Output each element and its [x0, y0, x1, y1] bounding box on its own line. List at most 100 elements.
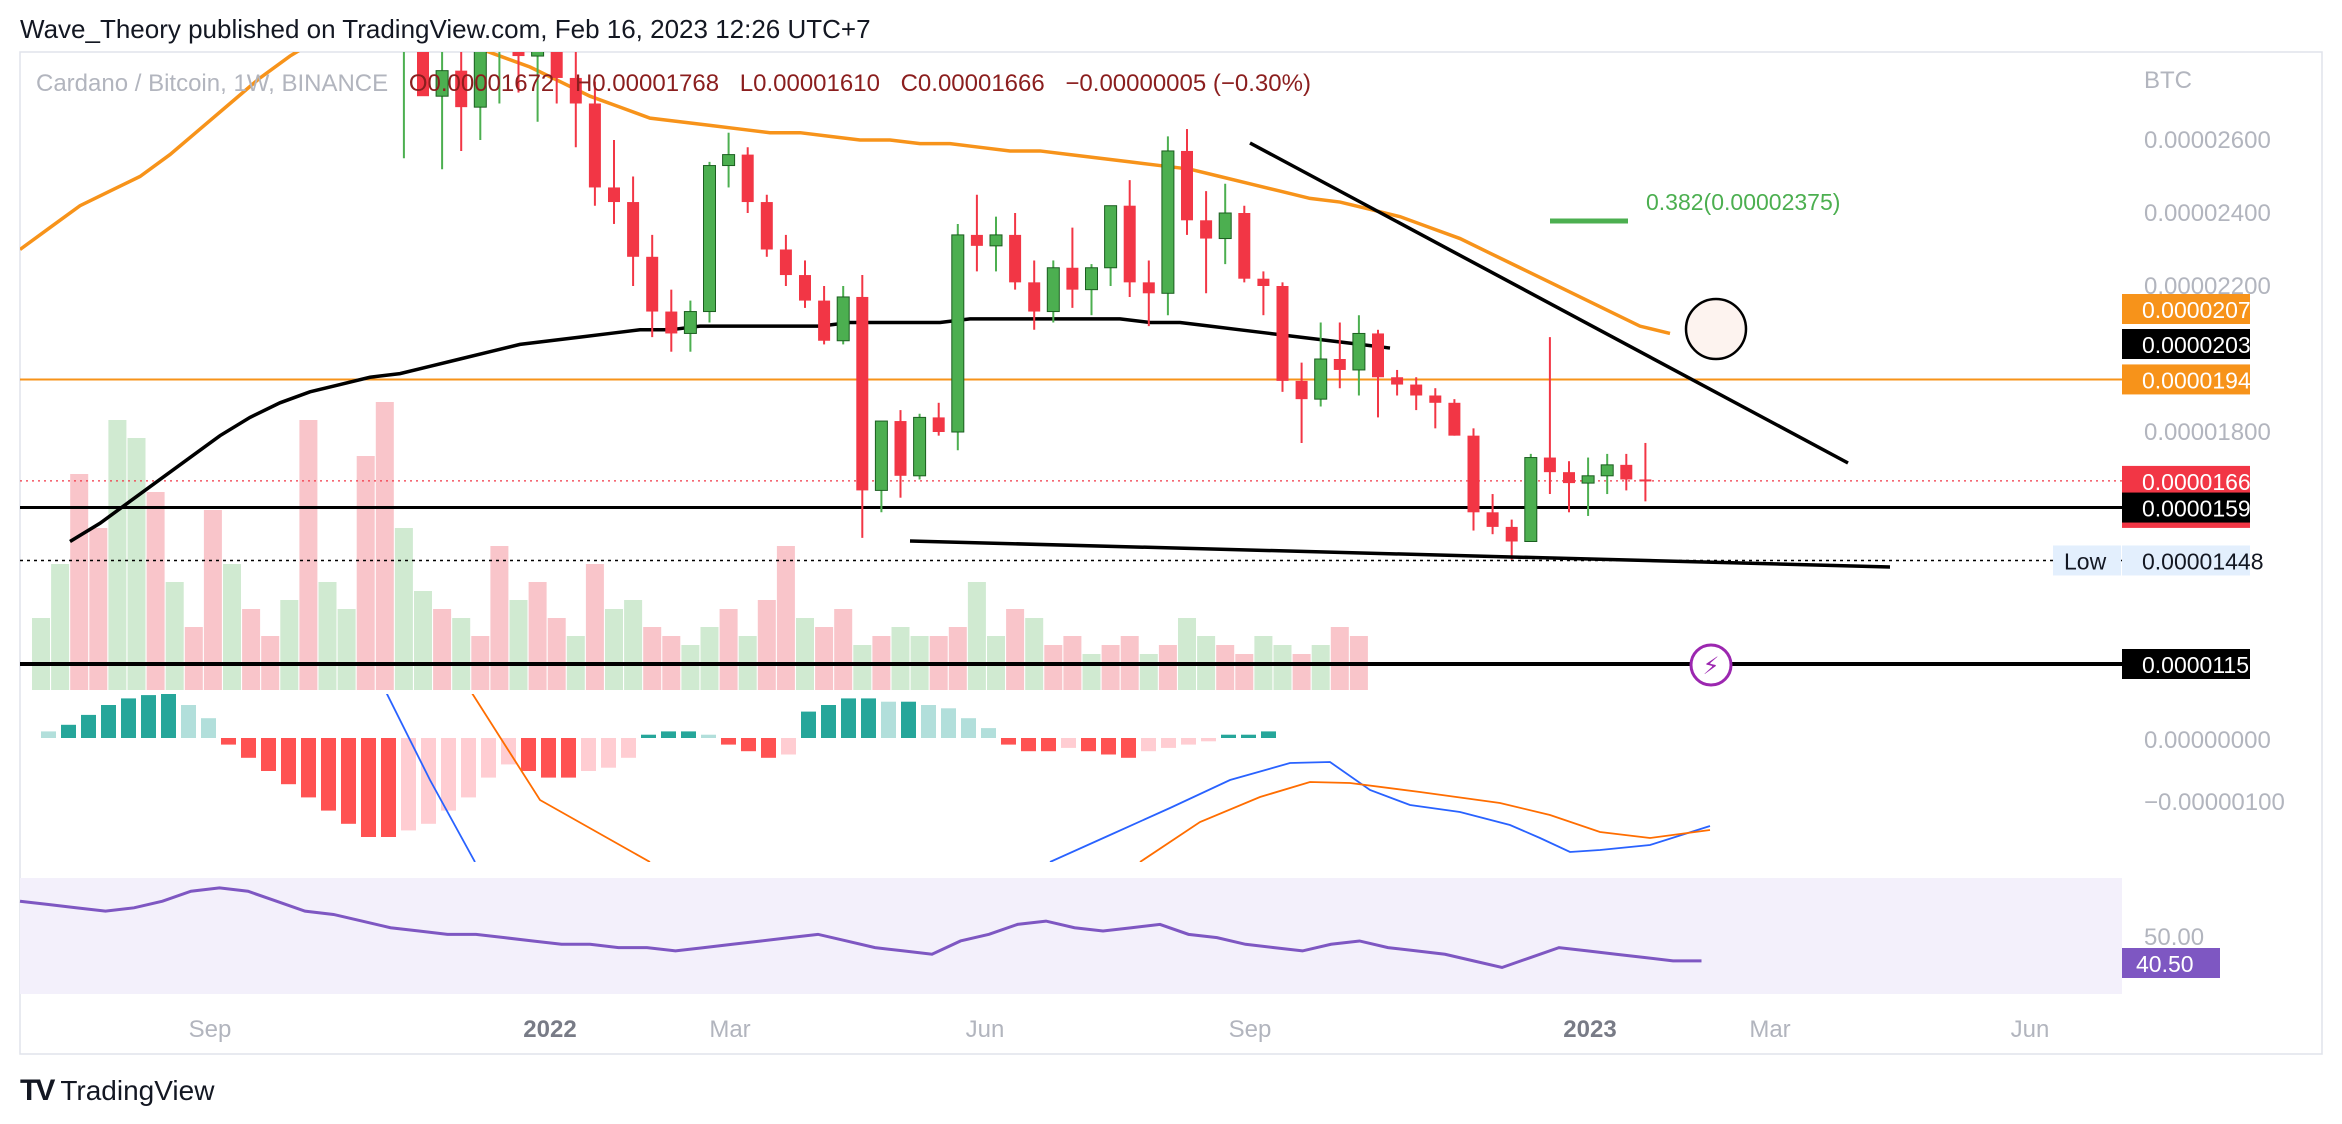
volume-bar [757, 600, 776, 690]
candle-body [1104, 205, 1118, 269]
macd-histogram-bar [621, 738, 636, 758]
volume-bar [1292, 654, 1311, 690]
candle-body [1639, 479, 1652, 482]
volume-bar [318, 582, 337, 690]
tradingview-brand[interactable]: TV TradingView [20, 1074, 214, 1108]
price-pane[interactable] [20, 0, 2122, 666]
candle-body [779, 249, 792, 276]
macd-histogram-bar [961, 718, 976, 738]
price-label-box [2122, 649, 2250, 679]
macd-histogram-bar [121, 698, 136, 738]
price-label-text: 0.00002071 [2142, 297, 2264, 323]
ma-orange-line [20, 52, 1671, 336]
volume-bar [299, 420, 318, 690]
macd-histogram-bar [241, 738, 256, 758]
macd-histogram-bar [1201, 738, 1216, 742]
price-label-text: 0.00002030 [2142, 332, 2264, 358]
candle-body [1505, 526, 1518, 542]
candle-body [951, 234, 965, 433]
candle-body [932, 417, 945, 432]
macd-histogram-bar [1081, 738, 1096, 752]
candle-body [1066, 267, 1079, 290]
price-axis[interactable]: BTC0.000026000.000024000.000022000.00001… [2053, 67, 2285, 978]
macd-histogram-bar [721, 738, 736, 745]
volume-bar [1178, 618, 1196, 690]
trendline-descending [1249, 141, 1849, 465]
candle-body [1295, 380, 1308, 400]
volume-bar [967, 582, 986, 690]
time-axis[interactable]: Sep 2022 Mar Jun Sep 2023 Mar Jun [189, 1016, 2050, 1043]
volume-bar [433, 609, 452, 690]
volume-bar [1101, 645, 1120, 690]
candle-body [1238, 213, 1251, 279]
volume-bar [223, 564, 241, 690]
price-label-text: 0.00001666 [2142, 469, 2264, 495]
trendline-lower [909, 539, 1891, 569]
macd-line [385, 694, 476, 862]
y-tick-label: 0.00001800 [2144, 419, 2271, 446]
macd-histogram-bar [741, 738, 756, 752]
candle-body [741, 154, 754, 203]
rsi-pane[interactable] [19, 878, 2122, 994]
candle-body [1524, 457, 1538, 542]
macd-histogram-bar [381, 738, 396, 837]
candle-body [760, 202, 773, 250]
price-label-box [2122, 545, 2250, 576]
candle-body [1372, 333, 1384, 378]
candle-body [970, 234, 983, 246]
macd-histogram-bar [801, 711, 816, 738]
macd-histogram-bar [441, 738, 456, 811]
volume-bar [32, 618, 50, 690]
symbol-name[interactable]: Cardano / Bitcoin, 1W, BINANCE [36, 70, 389, 97]
macd-histogram-bar [561, 738, 576, 778]
macd-tick-label: −0.00000100 [2144, 789, 2285, 816]
macd-histogram-bar [881, 701, 896, 738]
candle-body [722, 154, 736, 167]
macd-histogram-bar [1141, 738, 1156, 752]
macd-pane[interactable] [20, 689, 2322, 864]
candle-body [455, 70, 468, 108]
volume-bar [414, 591, 432, 690]
symbol-legend: Cardano / Bitcoin, 1W, BINANCE O0.000016… [36, 70, 1325, 98]
volume-bar [375, 402, 394, 690]
volume-bar [1311, 645, 1330, 690]
macd-histogram-bar [1021, 738, 1036, 752]
volume-bar [1006, 609, 1025, 690]
x-tick-label: Sep [189, 1016, 232, 1043]
ma-black-line [69, 317, 1391, 543]
candle-body [1352, 332, 1366, 371]
volume-bar [203, 510, 222, 690]
candle-body [1314, 358, 1328, 400]
signal-line-recent [1139, 781, 1711, 862]
candle-body [1467, 435, 1480, 513]
candle-body [1448, 402, 1461, 436]
candle-body [1161, 150, 1175, 294]
volume-bar [127, 438, 146, 690]
price-label-text: 0.00001593 [2142, 496, 2264, 522]
volume-bar [89, 528, 108, 690]
candle-body [550, 52, 563, 78]
volume-bar [70, 474, 89, 690]
candle-body [1257, 278, 1270, 286]
macd-histogram-bar [41, 731, 56, 738]
volume-bar [853, 645, 872, 690]
bolt-glyph-icon: ⚡ [1703, 652, 1720, 680]
macd-line-recent [1049, 761, 1711, 862]
price-label-box [2122, 492, 2250, 523]
macd-histogram-bar [101, 705, 116, 738]
macd-histogram-bar [1041, 738, 1056, 752]
price-label-box [2122, 294, 2250, 324]
x-tick-label: 2023 [1563, 1016, 1616, 1043]
macd-histogram-bar [841, 698, 856, 738]
macd-histogram-bar [1101, 738, 1116, 755]
volume-bar [1025, 618, 1044, 690]
macd-histogram-bar [581, 738, 596, 771]
volume-bar [356, 456, 375, 690]
macd-histogram-bar [541, 738, 556, 778]
volume-bar [719, 609, 738, 690]
macd-histogram-bar [1001, 738, 1016, 745]
candle-body [531, 52, 545, 57]
candle-body [417, 52, 429, 97]
volume-bar [624, 600, 643, 690]
macd-histogram-bar [481, 738, 496, 778]
